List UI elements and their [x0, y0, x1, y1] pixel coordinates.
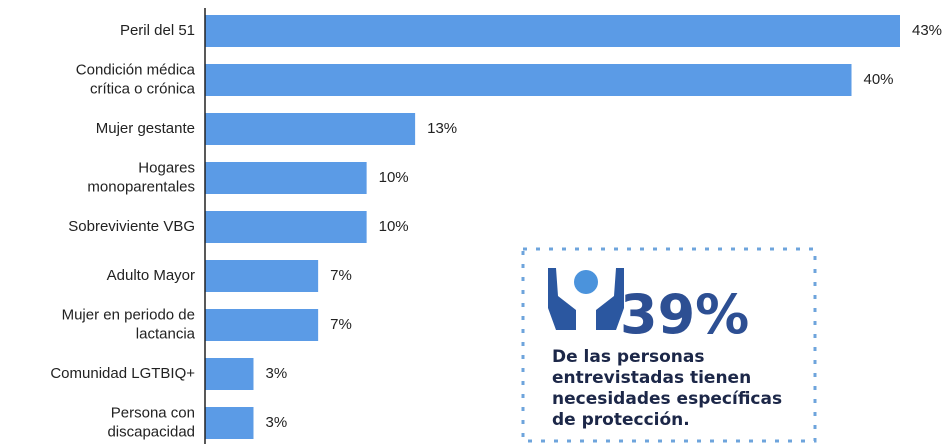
value-label: 3%	[265, 365, 287, 382]
bar	[205, 260, 319, 292]
bar	[205, 162, 367, 194]
label-line: crítica o crónica	[90, 80, 196, 97]
y-tick-label: Peril del 51	[120, 22, 195, 39]
callout-text: necesidades específicas	[552, 389, 782, 409]
label-line: Hogares	[138, 159, 195, 176]
bar	[205, 309, 319, 341]
value-label: 43%	[912, 22, 942, 39]
label-line: Condición médica	[76, 61, 196, 78]
value-label: 3%	[265, 414, 287, 431]
bar	[205, 211, 367, 243]
value-label: 7%	[330, 316, 352, 333]
label-line: Mujer en periodo de	[62, 306, 195, 323]
y-tick-label: Persona con discapacidad	[107, 404, 195, 440]
value-label: 10%	[379, 218, 409, 235]
value-label: 40%	[864, 71, 894, 88]
y-tick-label: Mujer en periodo de lactancia	[62, 306, 196, 342]
callout-box	[521, 247, 817, 443]
bar	[205, 358, 254, 390]
label-line: monoparentales	[87, 178, 195, 195]
bar	[205, 15, 900, 47]
label-line: discapacidad	[107, 423, 195, 440]
callout-title: 39%	[620, 283, 749, 346]
callout-text: De las personas	[552, 347, 704, 367]
callout-text: de protección.	[552, 410, 690, 430]
y-tick-label: Sobreviviente VBG	[68, 218, 195, 235]
label-line: lactancia	[136, 325, 196, 342]
bar	[205, 407, 254, 439]
label-line: Persona con	[111, 404, 195, 421]
y-tick-label: Hogares monoparentales	[87, 159, 195, 195]
value-label: 13%	[427, 120, 457, 137]
callout-icon	[548, 268, 624, 330]
bar	[205, 64, 852, 96]
value-label: 10%	[379, 169, 409, 186]
y-tick-label: Adulto Mayor	[107, 267, 195, 284]
y-tick-label: Comunidad LGTBIQ+	[50, 365, 195, 382]
value-label: 7%	[330, 267, 352, 284]
y-tick-label: Condición médica crítica o crónica	[76, 61, 196, 97]
bar	[205, 113, 416, 145]
y-tick-label: Mujer gestante	[96, 120, 195, 137]
callout-text: entrevistadas tienen	[552, 368, 751, 388]
